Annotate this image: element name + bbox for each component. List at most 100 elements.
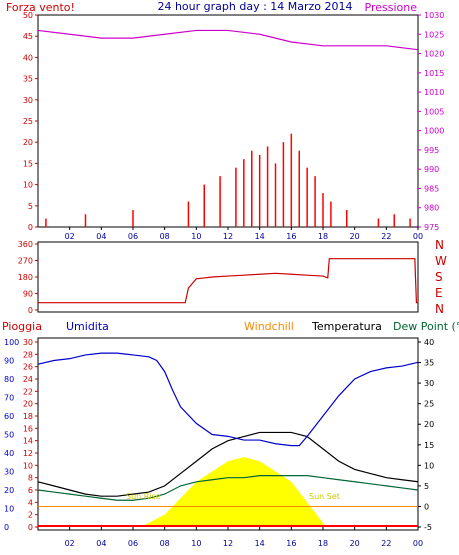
wind-axis-label: Forza vento! — [6, 1, 75, 14]
x-tick-label: 04 — [96, 539, 106, 548]
humidity-tick-label: 30 — [4, 468, 14, 477]
dewpoint-line — [37, 475, 419, 501]
humidity-tick-label: 10 — [4, 505, 14, 514]
pressure-tick-label: 980 — [424, 204, 439, 213]
x-tick-label: 02 — [65, 232, 75, 241]
temperature-tick-label: 25 — [424, 400, 434, 409]
x-tick-label: 10 — [191, 232, 201, 241]
pressure-tick-label: 975 — [424, 223, 439, 232]
x-tick-label: 02 — [65, 539, 75, 548]
chart-title: 24 hour graph day : 14 Marzo 2014 — [157, 0, 352, 13]
temperature-tick-label: 35 — [424, 359, 434, 368]
pressure-tick-label: 1005 — [424, 107, 444, 116]
x-tick-label: 22 — [381, 539, 391, 548]
dir-letter-e: E — [435, 286, 443, 300]
humidity-tick-label: 60 — [4, 412, 14, 421]
bottom-panel: 0102030405060708090100024681012141618202… — [4, 338, 434, 548]
rain-tick-label: 22 — [23, 387, 33, 396]
wind-tick-label: 45 — [23, 32, 33, 41]
x-tick-label: 20 — [350, 539, 360, 548]
x-tick-label: 20 — [350, 232, 360, 241]
wind-tick-label: 20 — [23, 138, 33, 147]
rain-tick-label: 16 — [23, 424, 33, 433]
rain-tick-label: 30 — [23, 338, 33, 347]
pressure-tick-label: 995 — [424, 146, 439, 155]
rain-tick-label: 26 — [23, 363, 33, 372]
wind-tick-label: 50 — [23, 11, 33, 20]
rain-tick-label: 14 — [23, 437, 33, 446]
temperature-tick-label: 0 — [424, 502, 429, 511]
sun-rise-label: Sun Rise — [126, 492, 161, 501]
temperature-tick-label: -5 — [424, 523, 432, 532]
wind-tick-label: 0 — [28, 223, 33, 232]
temperature-tick-label: 10 — [424, 461, 434, 470]
x-tick-label: 14 — [255, 232, 265, 241]
wind-tick-label: 25 — [23, 117, 33, 126]
rain-tick-label: 4 — [28, 498, 33, 507]
wind-tick-label: 40 — [23, 53, 33, 62]
direction-tick-label: 90 — [23, 290, 33, 299]
x-tick-label: 12 — [223, 539, 233, 548]
pressure-line — [37, 29, 419, 51]
middle-panel: 0 90 180 270 360 — [18, 240, 418, 315]
direction-tick-label: 270 — [18, 257, 33, 266]
pressure-tick-label: 1010 — [424, 88, 444, 97]
rain-tick-label: 28 — [23, 350, 33, 359]
top-panel: 0510152025303540455097598098599099510001… — [23, 11, 445, 241]
sun-area — [140, 457, 327, 527]
pressure-tick-label: 1020 — [424, 50, 444, 59]
direction-tick-label: 360 — [18, 240, 33, 249]
x-tick-label: 18 — [318, 539, 328, 548]
humidity-tick-label: 20 — [4, 486, 14, 495]
x-tick-label: 16 — [286, 232, 296, 241]
pressure-tick-label: 1030 — [424, 11, 444, 20]
humidity-tick-label: 70 — [4, 394, 14, 403]
rain-tick-label: 8 — [28, 474, 33, 483]
temperature-legend: Temperatura — [311, 320, 382, 333]
rain-tick-label: 20 — [23, 400, 33, 409]
direction-tick-label: 0 — [28, 306, 33, 315]
x-tick-label: 08 — [160, 539, 170, 548]
rain-tick-label: 12 — [23, 449, 33, 458]
wind-tick-label: 15 — [23, 159, 33, 168]
dir-letter-n-top: N — [435, 238, 444, 252]
temperature-tick-label: 15 — [424, 441, 434, 450]
humidity-axis-label: Umidita — [66, 320, 109, 333]
direction-tick-label: 180 — [18, 273, 33, 282]
wind-tick-label: 5 — [28, 202, 33, 211]
dewpoint-legend: Dew Point (°C — [393, 320, 459, 333]
windchill-legend: Windchill — [244, 320, 294, 333]
x-tick-label: 10 — [191, 539, 201, 548]
rain-tick-label: 10 — [23, 461, 33, 470]
rain-tick-label: 18 — [23, 412, 33, 421]
humidity-tick-label: 80 — [4, 375, 14, 384]
dir-letter-n-bottom: N — [435, 302, 444, 316]
pressure-tick-label: 1015 — [424, 69, 444, 78]
pressure-tick-label: 1000 — [424, 127, 444, 136]
x-tick-label: 04 — [96, 232, 106, 241]
x-tick-label: 08 — [160, 232, 170, 241]
humidity-tick-label: 100 — [4, 338, 19, 347]
dir-letter-s: S — [435, 270, 443, 284]
wind-tick-label: 10 — [23, 181, 33, 190]
pressure-axis-label: Pressione — [365, 1, 418, 14]
pressure-tick-label: 1025 — [424, 30, 444, 39]
temperature-tick-label: 40 — [424, 338, 434, 347]
x-tick-label: 14 — [255, 539, 265, 548]
pressure-tick-label: 985 — [424, 184, 439, 193]
humidity-tick-label: 0 — [4, 523, 9, 532]
rain-bar — [38, 525, 418, 527]
x-tick-label: 22 — [381, 232, 391, 241]
wind-tick-label: 35 — [23, 75, 33, 84]
dir-letter-w: W — [435, 254, 447, 268]
x-tick-label: 00 — [413, 232, 423, 241]
x-tick-label: 18 — [318, 232, 328, 241]
humidity-tick-label: 90 — [4, 357, 14, 366]
temperature-tick-label: 5 — [424, 482, 429, 491]
x-tick-label: 12 — [223, 232, 233, 241]
rain-tick-label: 24 — [23, 375, 33, 384]
temperature-tick-label: 20 — [424, 420, 434, 429]
humidity-tick-label: 40 — [4, 449, 14, 458]
temperature-tick-label: 30 — [424, 379, 434, 388]
